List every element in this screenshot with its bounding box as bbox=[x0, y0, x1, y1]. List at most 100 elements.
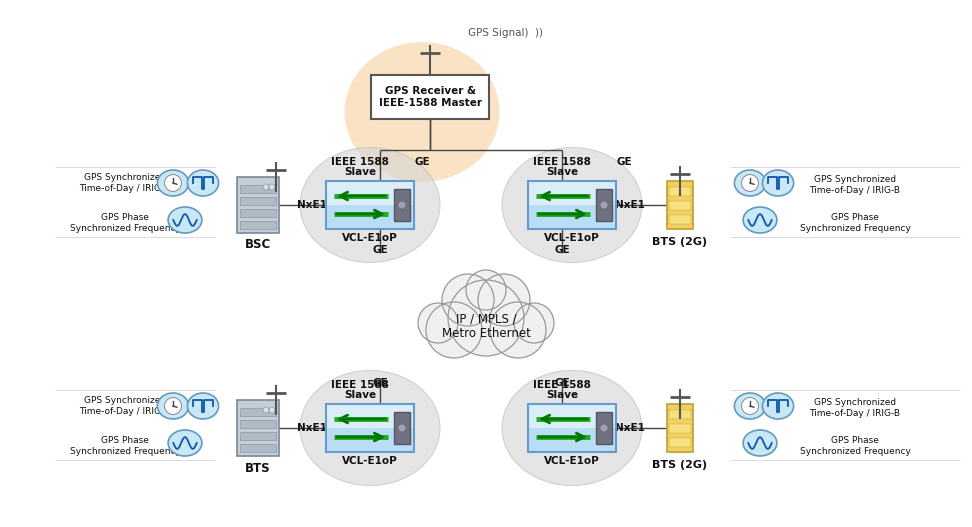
Ellipse shape bbox=[735, 170, 766, 196]
Ellipse shape bbox=[157, 170, 189, 196]
Ellipse shape bbox=[762, 170, 793, 196]
Bar bbox=[528, 181, 616, 229]
Bar bbox=[371, 75, 489, 119]
Ellipse shape bbox=[168, 430, 202, 456]
Text: GPS Signal)  )): GPS Signal) )) bbox=[468, 28, 543, 38]
Bar bbox=[240, 408, 276, 416]
Bar bbox=[240, 185, 276, 193]
Bar bbox=[528, 404, 616, 428]
Text: VCL-E1oP: VCL-E1oP bbox=[342, 456, 398, 466]
Bar bbox=[596, 189, 612, 221]
Text: GE: GE bbox=[554, 378, 570, 388]
Text: BTS (2G): BTS (2G) bbox=[652, 237, 708, 247]
Text: GPS Phase
Synchronized Frequency: GPS Phase Synchronized Frequency bbox=[70, 213, 181, 233]
Bar bbox=[240, 420, 276, 428]
Bar bbox=[669, 187, 691, 196]
Bar bbox=[667, 181, 693, 229]
Ellipse shape bbox=[157, 393, 189, 419]
Text: VCL-E1oP: VCL-E1oP bbox=[342, 233, 398, 243]
Text: Slave: Slave bbox=[546, 390, 578, 400]
Text: VCL-E1oP: VCL-E1oP bbox=[544, 233, 600, 243]
Circle shape bbox=[269, 184, 275, 190]
Circle shape bbox=[164, 397, 182, 414]
Circle shape bbox=[164, 174, 182, 191]
Circle shape bbox=[263, 407, 269, 413]
Text: IEEE 1588: IEEE 1588 bbox=[331, 157, 389, 167]
Ellipse shape bbox=[502, 370, 642, 485]
Text: NxE1: NxE1 bbox=[297, 423, 327, 433]
Bar bbox=[326, 428, 414, 452]
Text: GPS Phase
Synchronized Frequency: GPS Phase Synchronized Frequency bbox=[70, 436, 181, 456]
Circle shape bbox=[514, 303, 554, 343]
Text: GPS Receiver &
IEEE-1588 Master: GPS Receiver & IEEE-1588 Master bbox=[378, 86, 481, 108]
Text: NxE1: NxE1 bbox=[615, 200, 645, 210]
Ellipse shape bbox=[744, 430, 777, 456]
Text: BTS: BTS bbox=[245, 462, 271, 474]
Bar bbox=[394, 189, 410, 221]
Ellipse shape bbox=[735, 393, 766, 419]
Bar bbox=[669, 201, 691, 210]
Text: GE: GE bbox=[372, 378, 388, 388]
Circle shape bbox=[418, 303, 458, 343]
Ellipse shape bbox=[188, 393, 219, 419]
Circle shape bbox=[398, 424, 406, 432]
Circle shape bbox=[442, 274, 494, 326]
Ellipse shape bbox=[344, 42, 500, 182]
Bar bbox=[326, 181, 414, 229]
Ellipse shape bbox=[168, 207, 202, 233]
Text: GE: GE bbox=[414, 157, 430, 167]
Circle shape bbox=[398, 201, 406, 209]
Text: NxE1: NxE1 bbox=[297, 200, 327, 210]
Circle shape bbox=[742, 397, 758, 414]
Bar bbox=[528, 428, 616, 452]
Circle shape bbox=[490, 302, 546, 358]
Text: GPS Synchronized
Time-of-Day / IRIG-B: GPS Synchronized Time-of-Day / IRIG-B bbox=[80, 173, 170, 193]
Text: Slave: Slave bbox=[344, 167, 376, 177]
Circle shape bbox=[426, 302, 482, 358]
Ellipse shape bbox=[300, 370, 440, 485]
Ellipse shape bbox=[300, 148, 440, 262]
Ellipse shape bbox=[188, 170, 219, 196]
Bar bbox=[669, 410, 691, 419]
Text: VCL-E1oP: VCL-E1oP bbox=[544, 456, 600, 466]
Text: IP / MPLS /
Metro Ethernet: IP / MPLS / Metro Ethernet bbox=[441, 312, 531, 340]
Text: Slave: Slave bbox=[546, 167, 578, 177]
Bar bbox=[667, 404, 693, 452]
Circle shape bbox=[269, 407, 275, 413]
Bar bbox=[237, 177, 279, 233]
Text: IEEE 1588: IEEE 1588 bbox=[331, 380, 389, 390]
Circle shape bbox=[478, 274, 530, 326]
Bar bbox=[240, 197, 276, 205]
Bar bbox=[240, 209, 276, 217]
Bar bbox=[596, 412, 612, 444]
Text: IEEE 1588: IEEE 1588 bbox=[533, 157, 591, 167]
Circle shape bbox=[466, 270, 506, 310]
Bar bbox=[240, 432, 276, 440]
Bar bbox=[240, 221, 276, 229]
Text: GPS Phase
Synchronized Frequency: GPS Phase Synchronized Frequency bbox=[800, 436, 911, 456]
Bar bbox=[237, 400, 279, 456]
Bar bbox=[326, 205, 414, 229]
Text: GPS Synchronized
Time-of-Day / IRIG-B: GPS Synchronized Time-of-Day / IRIG-B bbox=[810, 175, 900, 194]
Circle shape bbox=[263, 184, 269, 190]
Ellipse shape bbox=[744, 207, 777, 233]
Bar bbox=[326, 404, 414, 428]
Bar bbox=[528, 404, 616, 452]
Text: IEEE 1588: IEEE 1588 bbox=[533, 380, 591, 390]
Text: GPS Synchronized
Time-of-Day / IRIG-B: GPS Synchronized Time-of-Day / IRIG-B bbox=[810, 398, 900, 418]
Circle shape bbox=[448, 280, 524, 356]
Text: Slave: Slave bbox=[344, 390, 376, 400]
Circle shape bbox=[600, 201, 608, 209]
Text: GE: GE bbox=[372, 245, 388, 255]
Bar bbox=[669, 215, 691, 224]
Bar bbox=[394, 412, 410, 444]
Bar bbox=[528, 205, 616, 229]
Text: GE: GE bbox=[616, 157, 632, 167]
Text: GPS Phase
Synchronized Frequency: GPS Phase Synchronized Frequency bbox=[800, 213, 911, 233]
Ellipse shape bbox=[502, 148, 642, 262]
Text: GE: GE bbox=[554, 245, 570, 255]
Bar bbox=[240, 444, 276, 452]
Circle shape bbox=[742, 174, 758, 191]
Text: NxE1: NxE1 bbox=[615, 423, 645, 433]
Bar bbox=[326, 404, 414, 452]
